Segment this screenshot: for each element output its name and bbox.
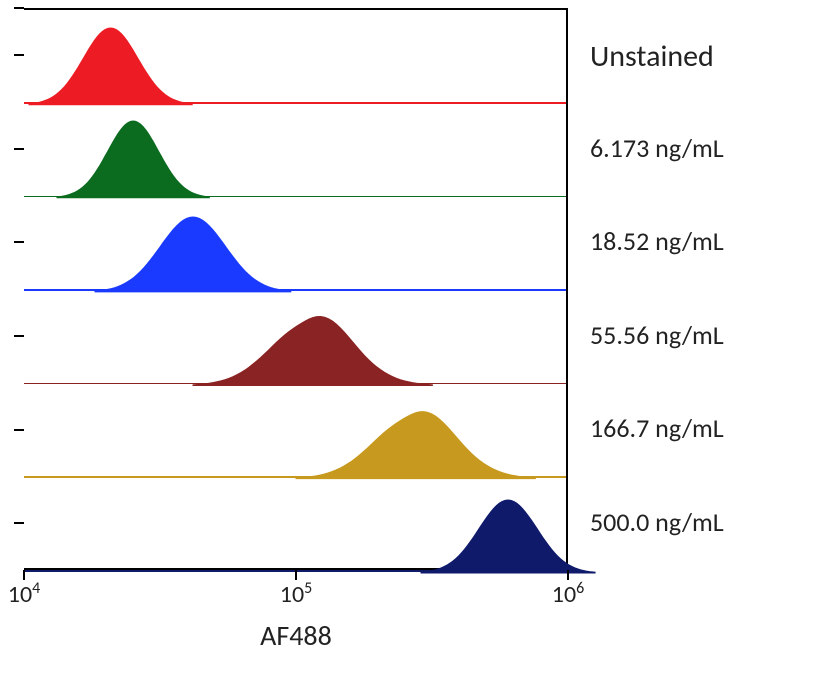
histogram-row: [24, 384, 566, 478]
y-tick: [14, 241, 24, 243]
legend-item: 18.52 ng/mL: [590, 225, 724, 257]
histogram-row: [24, 197, 566, 291]
y-tick: [14, 148, 24, 150]
y-tick: [14, 54, 24, 56]
x-tick-mark: [23, 570, 25, 580]
y-tick: [14, 522, 24, 524]
histogram-peak: [95, 217, 291, 292]
histogram-peak: [193, 320, 432, 386]
x-tick-mark: [567, 570, 569, 580]
y-tick: [14, 335, 24, 337]
histogram-peak: [57, 121, 209, 198]
x-ticks: 104105106: [24, 570, 568, 598]
histogram-row: [24, 478, 566, 572]
x-tick-label: 105: [280, 580, 312, 609]
histogram-row: [24, 10, 566, 104]
legend-item: 500.0 ng/mL: [590, 506, 724, 538]
y-tick: [14, 7, 24, 9]
histogram-peak: [296, 415, 535, 479]
histogram-row: [24, 291, 566, 385]
y-tick: [14, 429, 24, 431]
histogram-peak: [29, 28, 192, 105]
legend-item: 55.56 ng/mL: [590, 319, 724, 351]
legend-item: 6.173 ng/mL: [590, 132, 724, 164]
legend-item: Unstained: [590, 38, 714, 75]
x-tick-label: 106: [552, 580, 584, 609]
x-axis-label: AF488: [24, 618, 568, 653]
histogram-peak: [421, 500, 595, 573]
figure-root: 104105106 AF488 Unstained6.173 ng/mL18.5…: [0, 0, 818, 676]
x-tick-label: 104: [8, 580, 40, 609]
legend-item: 166.7 ng/mL: [590, 412, 724, 444]
x-tick-mark: [295, 570, 297, 580]
plot-area: [24, 8, 568, 570]
histogram-row: [24, 104, 566, 198]
